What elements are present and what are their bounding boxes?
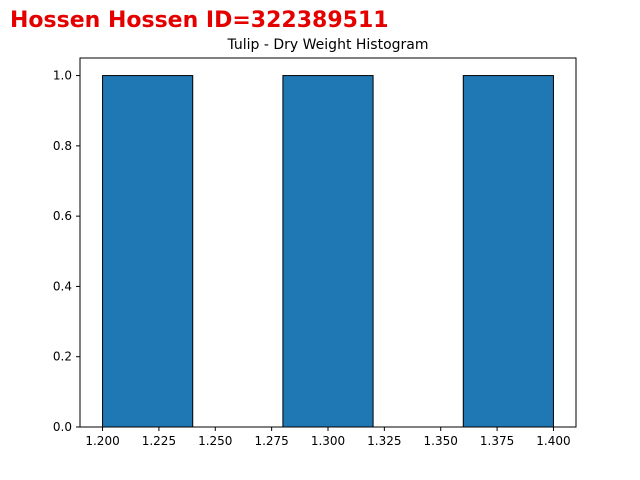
y-tick-label: 1.0 [53, 69, 72, 83]
y-tick-label: 0.6 [53, 209, 72, 223]
bars-layer [102, 75, 554, 428]
histogram-bar [102, 75, 194, 428]
x-tick-label: 1.275 [254, 434, 288, 448]
histogram-bar [282, 75, 374, 428]
x-tick-label: 1.225 [142, 434, 176, 448]
y-tick-label: 0.0 [53, 420, 72, 434]
x-tick-label: 1.250 [198, 434, 232, 448]
x-tick-label: 1.200 [85, 434, 119, 448]
y-tick-label: 0.2 [53, 350, 72, 364]
x-tick-label: 1.325 [367, 434, 401, 448]
x-tick-label: 1.400 [536, 434, 570, 448]
chart-title: Tulip - Dry Weight Histogram [226, 37, 428, 53]
header-label: Hossen Hossen ID=322389511 [10, 8, 389, 33]
axes-layer: 1.200 1.225 1.250 1.275 1.300 1.325 1.350 1.375… [53, 57, 577, 448]
y-tick-label: 0.8 [53, 139, 72, 153]
histogram-bar [462, 75, 554, 428]
y-tick-label: 0.4 [53, 279, 72, 293]
x-tick-label: 1.375 [480, 434, 514, 448]
x-tick-label: 1.300 [311, 434, 345, 448]
x-tick-label: 1.350 [424, 434, 458, 448]
